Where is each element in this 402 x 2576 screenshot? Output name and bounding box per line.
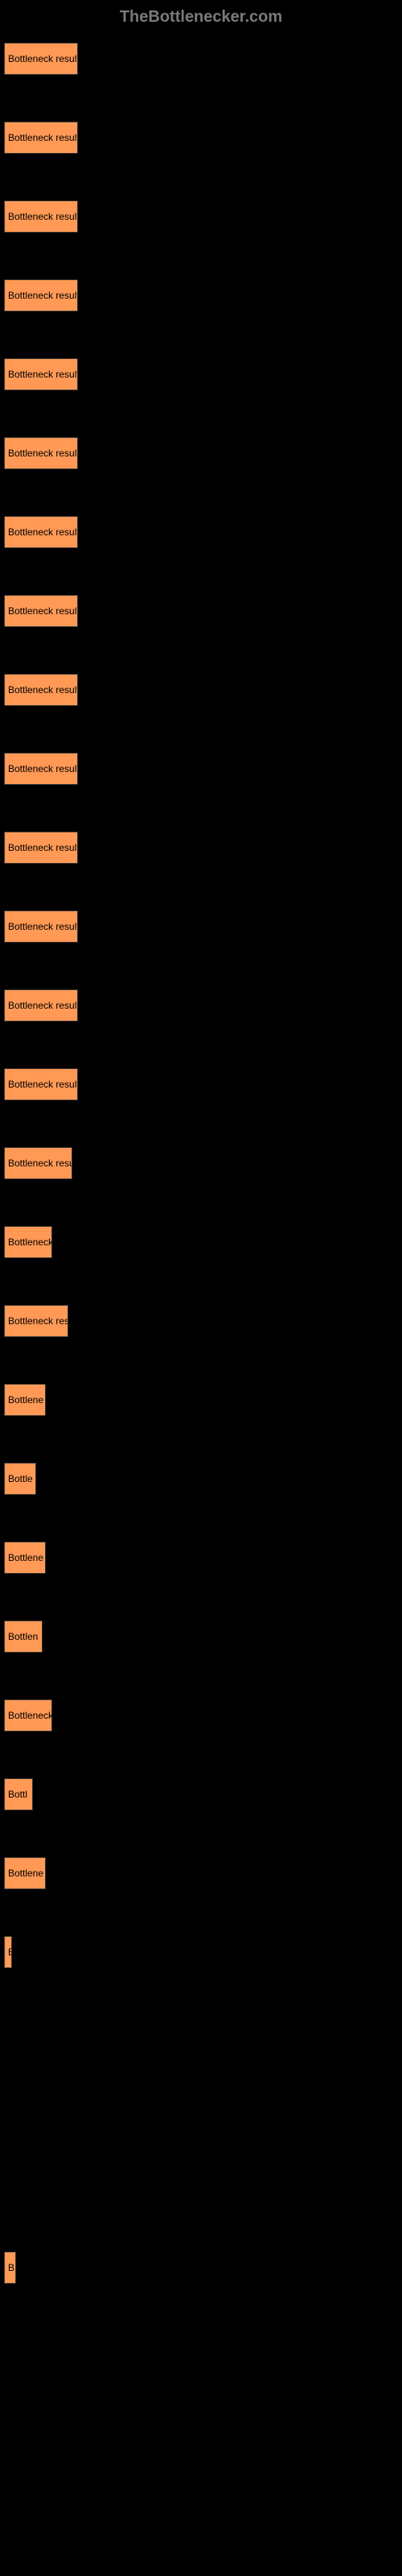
bar-row: B <box>4 2252 398 2300</box>
bar-row <box>4 2330 398 2379</box>
bar-row <box>4 2094 398 2142</box>
bar-label: Bottleneck result <box>8 526 78 538</box>
bar-label: Bottleneck result <box>8 211 78 222</box>
bar-label: Bottleneck result <box>8 921 78 932</box>
bar-label: B <box>8 1946 12 1958</box>
site-title: TheBottlenecker.com <box>120 8 282 26</box>
bar: Bottleneck result <box>4 516 78 548</box>
header: TheBottlenecker.com <box>0 0 402 35</box>
bar-label: Bottl <box>8 1789 27 1800</box>
bar-label: Bottlene <box>8 1552 43 1563</box>
bar-row: Bottlene <box>4 1384 398 1432</box>
bar: Bottleneck res <box>4 1305 68 1337</box>
bar-row: Bottleneck resu <box>4 1147 398 1195</box>
bar: Bottleneck result <box>4 200 78 233</box>
bar-label: Bottleneck res <box>8 1315 68 1327</box>
bars-container: Bottleneck result Bottleneck result Bottle… <box>4 43 398 2379</box>
bar-label: Bottlene <box>8 1868 43 1879</box>
chart-container: Bottleneck result Bottleneck result Bottle… <box>0 35 402 2417</box>
bar-row: Bottleneck <box>4 1226 398 1274</box>
bar-label: Bottleneck result <box>8 684 78 696</box>
bar-label: Bottleneck result <box>8 1000 78 1011</box>
bar-row: B <box>4 1936 398 1984</box>
bar-label: Bottleneck result <box>8 53 78 64</box>
bar-row: Bottleneck result <box>4 595 398 643</box>
bar-row: Bottleneck res <box>4 1305 398 1353</box>
bar: B <box>4 2252 16 2284</box>
bar-label: Bottleneck <box>8 1236 52 1248</box>
bar-row <box>4 2173 398 2221</box>
bar-row: Bottleneck result <box>4 910 398 959</box>
bar-label: Bottleneck resu <box>8 1158 72 1169</box>
bar-row: Bottleneck result <box>4 832 398 880</box>
bar-row: Bottleneck result <box>4 122 398 170</box>
bar-label: Bottle <box>8 1473 33 1484</box>
bar-row: Bottleneck result <box>4 279 398 328</box>
bar-row: Bottl <box>4 1778 398 1827</box>
bar-row: Bottleneck <box>4 1699 398 1748</box>
bar: Bottleneck result <box>4 595 78 627</box>
bar: Bottl <box>4 1778 33 1810</box>
bar: Bottlene <box>4 1542 46 1574</box>
bar: Bottleneck result <box>4 358 78 390</box>
bar-row: Bottle <box>4 1463 398 1511</box>
bar: Bottleneck result <box>4 989 78 1022</box>
bar: Bottleneck result <box>4 279 78 312</box>
bar-label: Bottleneck <box>8 1710 52 1721</box>
bar-label: Bottleneck result <box>8 369 78 380</box>
bar: Bottlene <box>4 1384 46 1416</box>
bar-label: Bottleneck result <box>8 448 78 459</box>
bar-label: Bottleneck result <box>8 290 78 301</box>
bar-row: Bottlene <box>4 1857 398 1905</box>
bar: Bottleneck result <box>4 832 78 864</box>
bar-row: Bottleneck result <box>4 516 398 564</box>
bar-row <box>4 2015 398 2063</box>
bar-label: Bottlene <box>8 1394 43 1406</box>
bar-label: Bottlen <box>8 1631 38 1642</box>
bar-row: Bottleneck result <box>4 43 398 91</box>
bar-label: Bottleneck result <box>8 132 78 143</box>
bar: Bottleneck <box>4 1226 52 1258</box>
bar: Bottleneck result <box>4 437 78 469</box>
bar: Bottleneck result <box>4 1068 78 1100</box>
bar: Bottleneck <box>4 1699 52 1732</box>
bar-label: Bottleneck result <box>8 1079 78 1090</box>
bar-row: Bottlen <box>4 1620 398 1669</box>
bar-row: Bottleneck result <box>4 358 398 407</box>
bar-row: Bottleneck result <box>4 1068 398 1117</box>
bar: Bottleneck result <box>4 910 78 943</box>
bar: Bottlene <box>4 1857 46 1889</box>
bar-row: Bottleneck result <box>4 200 398 249</box>
bar: Bottleneck result <box>4 43 78 75</box>
bar: Bottleneck result <box>4 674 78 706</box>
bar-row: Bottleneck result <box>4 437 398 485</box>
bar: Bottle <box>4 1463 36 1495</box>
bar: Bottleneck result <box>4 753 78 785</box>
bar-label: Bottleneck result <box>8 842 78 853</box>
bar-row: Bottleneck result <box>4 989 398 1038</box>
bar-label: Bottleneck result <box>8 763 78 774</box>
bar-row: Bottleneck result <box>4 753 398 801</box>
bar: Bottlen <box>4 1620 43 1653</box>
bar: Bottleneck result <box>4 122 78 154</box>
bar-label: B <box>8 2262 14 2273</box>
bar: Bottleneck resu <box>4 1147 72 1179</box>
bar: B <box>4 1936 12 1968</box>
bar-row: Bottleneck result <box>4 674 398 722</box>
bar-label: Bottleneck result <box>8 605 78 617</box>
bar-row: Bottlene <box>4 1542 398 1590</box>
